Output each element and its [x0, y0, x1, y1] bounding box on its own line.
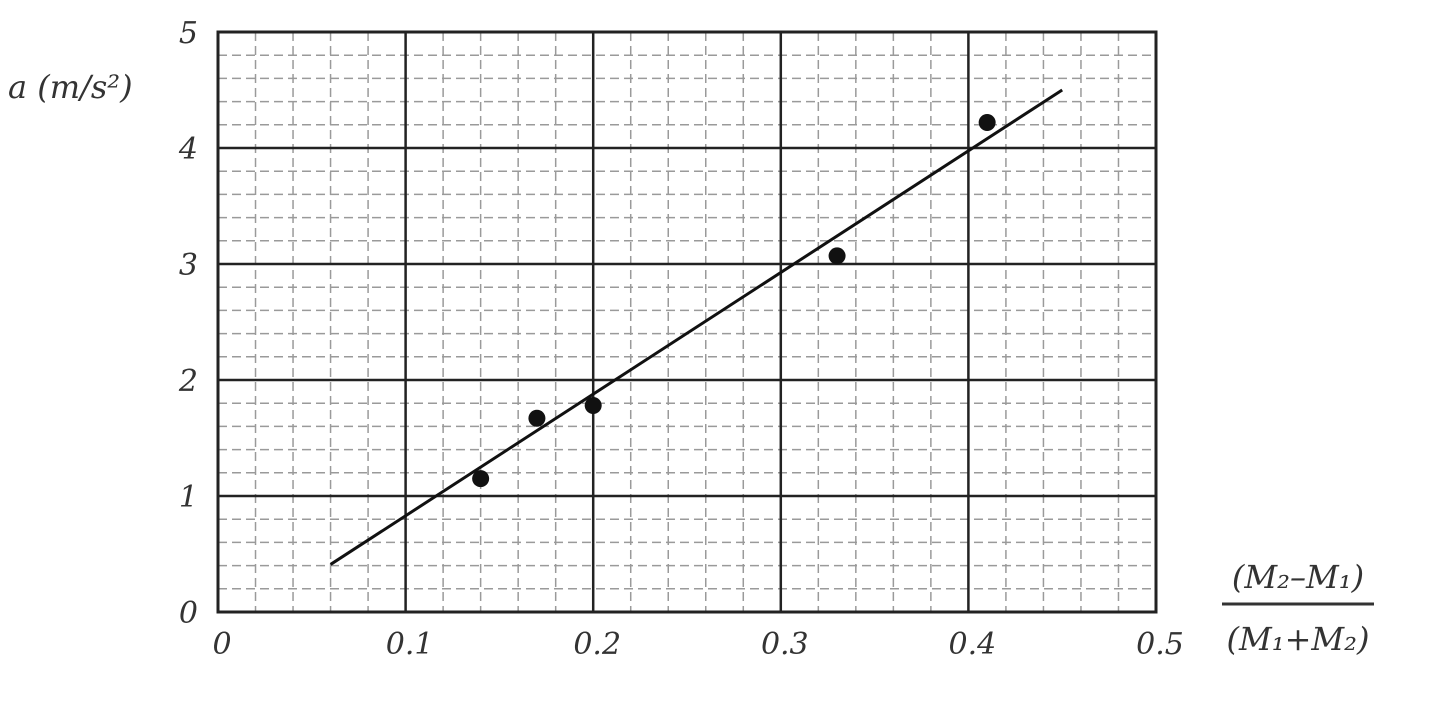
x-axis-label-denominator: (M₁+M₂)	[1227, 620, 1370, 658]
data-point	[584, 397, 602, 415]
y-tick-label: 4	[178, 132, 198, 167]
major-grid	[218, 32, 1156, 612]
y-tick-label: 0	[179, 596, 198, 631]
data-point	[978, 113, 996, 131]
y-tick-label: 2	[178, 364, 198, 399]
y-tick-labels: 0 1 2 3 4 5	[178, 16, 198, 631]
x-tick-label: 0.4	[949, 627, 997, 662]
x-tick-label: 0.2	[573, 627, 621, 662]
fit-line	[329, 88, 1064, 566]
x-tick-label: 0.5	[1136, 627, 1184, 662]
data-point	[828, 247, 846, 265]
y-tick-label: 1	[179, 480, 198, 515]
data-point	[528, 409, 546, 427]
plot-frame	[216, 30, 1158, 614]
data-points	[472, 113, 996, 488]
x-tick-labels: 0 0.1 0.2 0.3 0.4 0.5	[212, 627, 1183, 662]
data-point	[472, 470, 490, 488]
x-tick-label: 0.1	[386, 627, 434, 662]
minor-grid	[218, 32, 1156, 612]
x-tick-label: 0.3	[761, 627, 809, 662]
y-tick-label: 5	[179, 16, 198, 51]
y-tick-label: 3	[179, 248, 198, 283]
x-axis-label-numerator: (M₂–M₁)	[1232, 558, 1364, 596]
x-tick-label: 0	[212, 627, 231, 662]
y-axis-label: a (m/s²)	[8, 68, 133, 106]
